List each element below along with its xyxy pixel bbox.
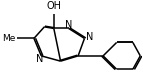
Text: N: N [86,32,94,42]
Text: Me: Me [2,34,16,43]
Text: N: N [36,54,44,64]
Text: OH: OH [46,1,61,11]
Text: N: N [65,20,72,30]
